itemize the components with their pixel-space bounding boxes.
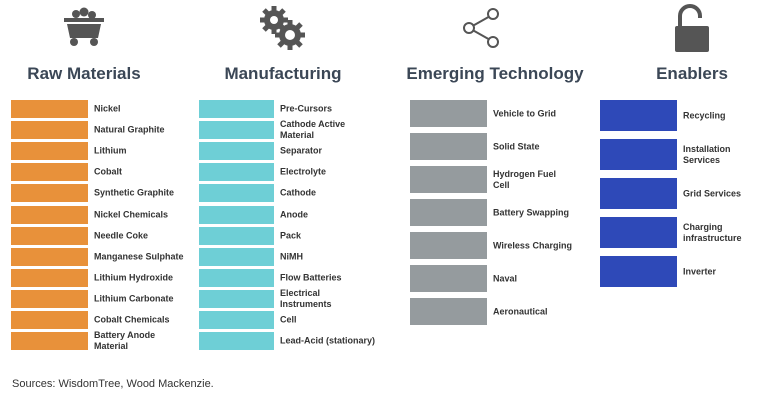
item-bar [410, 100, 487, 127]
item-label: Natural Graphite [94, 124, 165, 135]
item-bar [600, 256, 677, 287]
column-title: Emerging Technology [406, 64, 584, 83]
item-bar [199, 332, 274, 351]
item-label: Manganese Sulphate [94, 251, 184, 262]
item-label: Wireless Charging [493, 240, 572, 250]
item-label: Cell [280, 314, 297, 325]
item-bar [410, 133, 487, 160]
item-label: Needle Coke [94, 230, 149, 241]
share-icon [463, 8, 499, 48]
item-bar [410, 232, 487, 259]
item-bar [11, 268, 88, 287]
item-bar [199, 100, 274, 118]
column-title: Raw Materials [27, 64, 141, 83]
item-bar [199, 289, 274, 308]
column-title: Manufacturing [224, 64, 342, 83]
item-label: Battery Anode Material [94, 330, 156, 352]
item-label: NiMH [280, 251, 303, 262]
item-label: Inverter [683, 266, 717, 276]
item-label: Flow Batteries [280, 272, 342, 283]
item-bar [199, 205, 274, 224]
item-bar [11, 100, 88, 118]
padlock-icon [675, 4, 709, 52]
item-label: Solid State [493, 141, 540, 151]
item-label: Lead-Acid (stationary) [280, 335, 376, 346]
item-bar [11, 184, 88, 203]
source-note: Sources: WisdomTree, Wood Mackenzie. [12, 378, 214, 390]
item-label: Lithium Carbonate [94, 293, 174, 304]
item-bar [11, 121, 88, 140]
item-label: Synthetic Graphite [94, 187, 175, 198]
item-label: Pre-Cursors [280, 103, 333, 114]
item-label: Electrolyte [280, 166, 327, 177]
item-bar [410, 166, 487, 193]
item-label: Lithium [94, 145, 127, 156]
item-bar [11, 142, 88, 161]
item-label: Battery Swapping [493, 207, 570, 217]
item-label: Lithium Hydroxide [94, 272, 174, 283]
item-bar [410, 199, 487, 226]
item-label: Nickel Chemicals [94, 209, 169, 219]
item-label: Aeronautical [493, 306, 548, 316]
cart-icon [64, 7, 104, 46]
item-bar [600, 217, 677, 248]
item-bar [410, 298, 487, 325]
item-bar [11, 226, 88, 245]
item-bar [11, 163, 88, 182]
column-title: Enablers [656, 64, 728, 83]
item-label: Cobalt [94, 166, 122, 177]
item-bar [199, 247, 274, 266]
item-bar [410, 265, 487, 292]
item-bar [11, 332, 88, 351]
item-bar [199, 121, 274, 140]
item-label: Recycling [683, 110, 726, 120]
item-label: Cathode [280, 187, 316, 198]
item-bar [11, 289, 88, 308]
item-label: Charging infrastructure [683, 221, 742, 243]
item-bar [199, 163, 274, 182]
item-bar [600, 139, 677, 170]
item-label: Electrical Instruments [280, 287, 332, 309]
item-label: Grid Services [683, 188, 742, 198]
item-label: Cathode Active Material [280, 119, 346, 141]
item-bar [600, 100, 677, 131]
gears-icon [260, 6, 305, 50]
item-label: Naval [493, 273, 518, 283]
item-bar [11, 205, 88, 224]
item-label: Hydrogen Fuel Cell [493, 168, 557, 190]
item-bar [199, 268, 274, 287]
item-bar [600, 178, 677, 209]
item-label: Pack [280, 230, 302, 241]
item-bar [199, 184, 274, 203]
item-bar [11, 311, 88, 329]
item-label: Separator [280, 145, 323, 156]
item-label: Nickel [94, 103, 121, 114]
item-bar [199, 226, 274, 245]
item-bar [11, 247, 88, 266]
item-label: Cobalt Chemicals [94, 314, 170, 325]
item-label: Vehicle to Grid [493, 108, 557, 118]
item-bar [199, 311, 274, 329]
item-bar [199, 142, 274, 161]
item-label: Anode [280, 209, 308, 219]
item-label: Installation Services [683, 143, 731, 165]
